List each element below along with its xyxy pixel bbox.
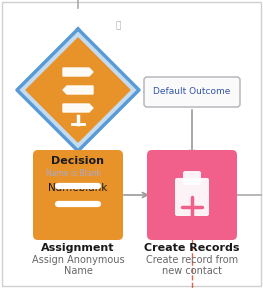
- Text: Name is Blank: Name is Blank: [47, 168, 102, 177]
- FancyBboxPatch shape: [33, 150, 123, 240]
- Polygon shape: [26, 38, 130, 142]
- Text: Decision: Decision: [52, 156, 104, 166]
- Polygon shape: [63, 68, 93, 76]
- Text: Nameblank: Nameblank: [48, 183, 108, 193]
- FancyBboxPatch shape: [144, 77, 240, 107]
- Text: Create record from: Create record from: [146, 255, 238, 265]
- Text: Assignment: Assignment: [41, 243, 115, 253]
- Text: Default Outcome: Default Outcome: [153, 88, 231, 96]
- FancyBboxPatch shape: [147, 150, 237, 240]
- FancyBboxPatch shape: [183, 171, 201, 185]
- Text: Create Records: Create Records: [144, 243, 240, 253]
- Polygon shape: [17, 29, 139, 151]
- Text: Name: Name: [64, 266, 92, 276]
- Polygon shape: [63, 86, 93, 94]
- Polygon shape: [63, 104, 93, 112]
- Text: Assign Anonymous: Assign Anonymous: [32, 255, 124, 265]
- FancyBboxPatch shape: [175, 178, 209, 216]
- Ellipse shape: [38, 164, 110, 182]
- Text: ⛒: ⛒: [115, 22, 121, 31]
- Text: new contact: new contact: [162, 266, 222, 276]
- FancyBboxPatch shape: [2, 2, 261, 286]
